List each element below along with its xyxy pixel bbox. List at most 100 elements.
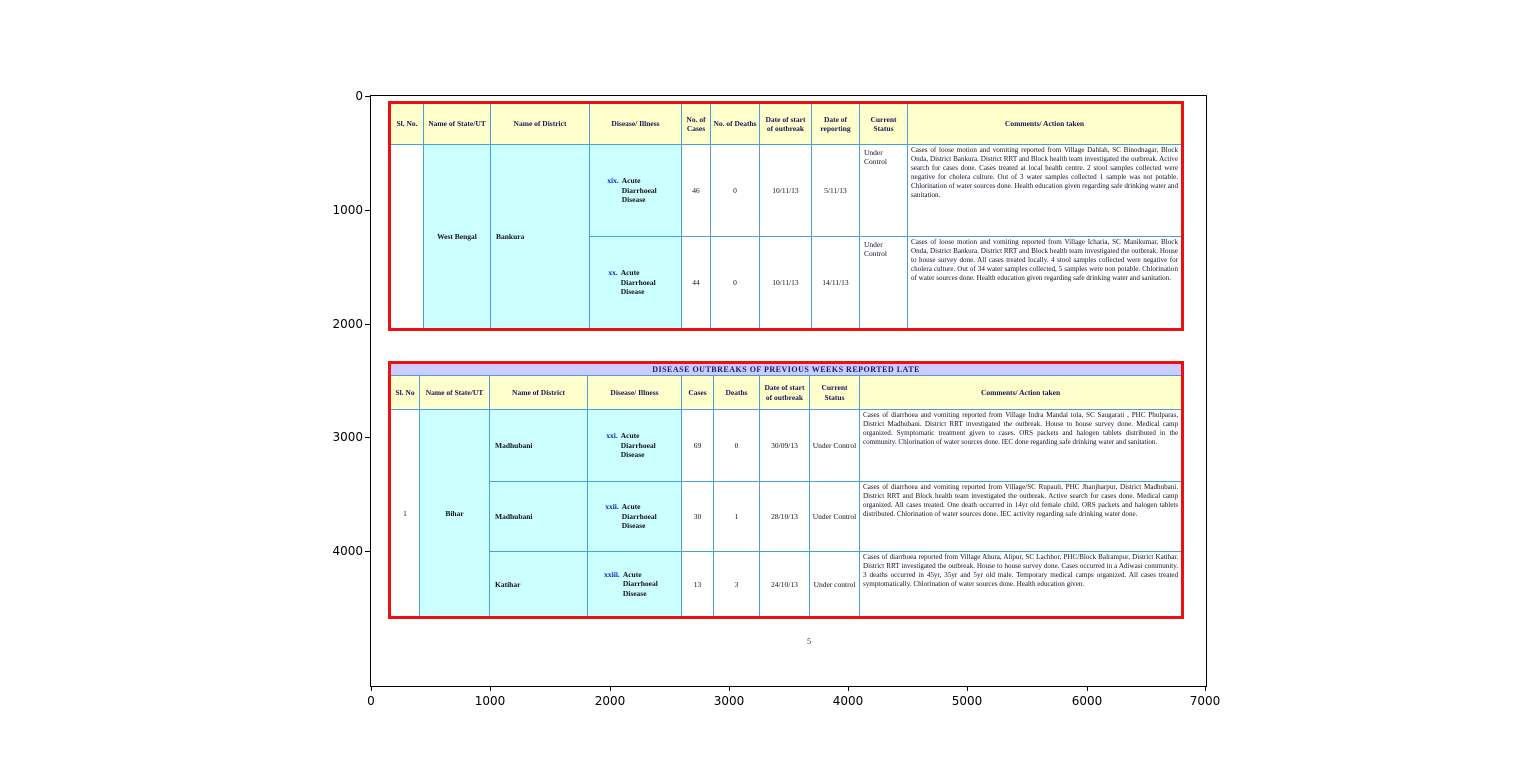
x-axis-tick-label: 6000	[1071, 694, 1103, 708]
cell-cases: 69	[681, 409, 714, 482]
x-axis-tick-label: 5000	[951, 694, 983, 708]
cell-deaths: 1	[713, 481, 760, 552]
x-axis-tick-label: 1000	[474, 694, 506, 708]
cell-status: Under Control	[859, 144, 908, 237]
cell-cases: 46	[681, 144, 711, 237]
header-disease: Disease/ Illness	[587, 375, 682, 410]
header-state: Name of State/UT	[423, 102, 491, 145]
y-tick	[365, 324, 370, 325]
cell-deaths: 3	[713, 551, 760, 618]
x-tick	[1205, 686, 1206, 691]
header-deaths: Deaths	[713, 375, 760, 410]
y-axis-tick-label: 4000	[332, 544, 363, 558]
disease-numeral: xxii.	[605, 502, 619, 512]
disease-name: Acute Diarrhoeal Disease	[621, 176, 657, 205]
x-axis-tick-label: 3000	[713, 694, 745, 708]
cell-start-date: 24/10/13	[759, 551, 810, 618]
cell-disease: xxii. Acute Diarrhoeal Disease	[587, 481, 682, 552]
cell-sl-no	[389, 144, 424, 330]
header-sl-no: Sl. No	[389, 375, 420, 410]
x-tick	[371, 686, 372, 691]
header-state: Name of State/UT	[419, 375, 490, 410]
header-start-date: Date of start of outbreak	[759, 102, 812, 145]
y-tick	[365, 437, 370, 438]
cell-comments: Cases of loose motion and vomiting repor…	[907, 236, 1183, 330]
x-tick	[1087, 686, 1088, 691]
cell-start-date: 28/10/13	[759, 481, 810, 552]
x-axis-tick-label: 4000	[832, 694, 864, 708]
cell-comments: Cases of diarrhoea and vomiting reported…	[858, 481, 1184, 552]
disease-numeral: xxiii.	[604, 569, 620, 579]
cell-district: Bankura	[490, 144, 590, 330]
cell-state: West Bengal	[423, 144, 491, 330]
header-district: Name of District	[490, 102, 590, 145]
outbreak-table-previous-weeks: DISEASE OUTBREAKS OF PREVIOUS WEEKS REPO…	[388, 361, 1185, 619]
header-comments: Comments/ Action taken	[907, 102, 1183, 145]
x-axis-tick-label: 0	[367, 694, 375, 708]
table-row: xx. Acute Diarrhoeal Disease 44 0 10/11/…	[390, 236, 1183, 330]
cell-disease: xxiii. Acute Diarrhoeal Disease	[587, 551, 682, 618]
table-row: Katihar xxiii. Acute Diarrhoeal Disease …	[390, 551, 1184, 618]
y-axis-tick-label: 3000	[332, 430, 363, 444]
disease-name: Acute Diarrhoeal Disease	[622, 569, 658, 598]
cell-cases: 44	[681, 236, 711, 330]
plot-area: 0 1000 2000 3000 4000 5000 6000 7000 0 1…	[332, 89, 1220, 708]
cell-sl-no: 1	[389, 409, 420, 618]
header-start-date: Date of start of outbreak	[759, 375, 810, 410]
cell-comments: Cases of loose motion and vomiting repor…	[907, 144, 1183, 237]
cell-comments: Cases of diarrhoea and vomiting reported…	[858, 409, 1184, 482]
cell-disease: xx. Acute Diarrhoeal Disease	[589, 236, 682, 330]
header-sl-no: Sl. No.	[389, 102, 424, 145]
header-reporting-date: Date of reporting	[811, 102, 860, 145]
cell-status: Under Control	[859, 236, 908, 330]
y-tick	[365, 210, 370, 211]
y-axis-tick-label: 1000	[332, 203, 363, 217]
disease-name: Acute Diarrhoeal Disease	[620, 431, 656, 460]
cell-district: Madhubani	[489, 481, 588, 552]
cell-disease: xix. Acute Diarrhoeal Disease	[589, 144, 682, 237]
header-district: Name of District	[489, 375, 588, 410]
cell-start-date: 10/11/13	[759, 236, 812, 330]
y-axis-tick-label: 0	[355, 89, 363, 103]
table-row: 1 Bihar Madhubani xxi. Acute Diarrhoeal …	[389, 409, 1184, 618]
header-cases: Cases	[681, 375, 714, 410]
y-tick	[365, 551, 370, 552]
cell-comments: Cases of diarrhoea reported from Village…	[858, 551, 1184, 618]
cell-deaths: 0	[710, 236, 760, 330]
x-tick	[729, 686, 730, 691]
cell-state: Bihar	[419, 409, 490, 618]
header-disease: Disease/ Illness	[589, 102, 682, 145]
cell-deaths: 0	[710, 144, 760, 237]
disease-name: Acute Diarrhoeal Disease	[620, 268, 656, 297]
cell-cases: 30	[681, 481, 714, 552]
disease-name: Acute Diarrhoeal Disease	[621, 502, 657, 531]
x-tick	[848, 686, 849, 691]
x-tick	[967, 686, 968, 691]
table-header-row: Sl. No. Name of State/UT Name of Distric…	[389, 102, 1183, 145]
cell-status: Under Control	[809, 409, 860, 482]
cell-deaths: 0	[713, 409, 760, 482]
cell-cases: 13	[681, 551, 714, 618]
cell-district: Katihar	[489, 551, 588, 618]
x-tick	[490, 686, 491, 691]
cell-start-date: 10/11/13	[759, 144, 812, 237]
table-row: West Bengal Bankura xix. Acute Diarrhoea…	[389, 144, 1183, 330]
page-number: 5	[807, 637, 811, 646]
cell-status: Under Control	[809, 481, 860, 552]
cell-status: Under control	[809, 551, 860, 618]
disease-numeral: xx.	[608, 268, 618, 278]
cell-district: Madhubani	[489, 409, 588, 482]
table-title: DISEASE OUTBREAKS OF PREVIOUS WEEKS REPO…	[388, 362, 1184, 376]
header-cases: No. of Cases	[681, 102, 711, 145]
x-axis-tick-label: 7000	[1189, 694, 1221, 708]
header-deaths: No. of Deaths	[710, 102, 760, 145]
cell-reporting-date: 14/11/13	[811, 236, 860, 330]
y-tick	[365, 96, 370, 97]
disease-numeral: xix.	[607, 176, 619, 186]
outbreak-table-current-week: Sl. No. Name of State/UT Name of Distric…	[388, 101, 1184, 331]
table-title-row: DISEASE OUTBREAKS OF PREVIOUS WEEKS REPO…	[388, 362, 1184, 376]
x-tick	[610, 686, 611, 691]
header-status: Current Status	[859, 102, 908, 145]
y-axis-tick-label: 2000	[332, 317, 363, 331]
cell-start-date: 30/09/13	[759, 409, 810, 482]
